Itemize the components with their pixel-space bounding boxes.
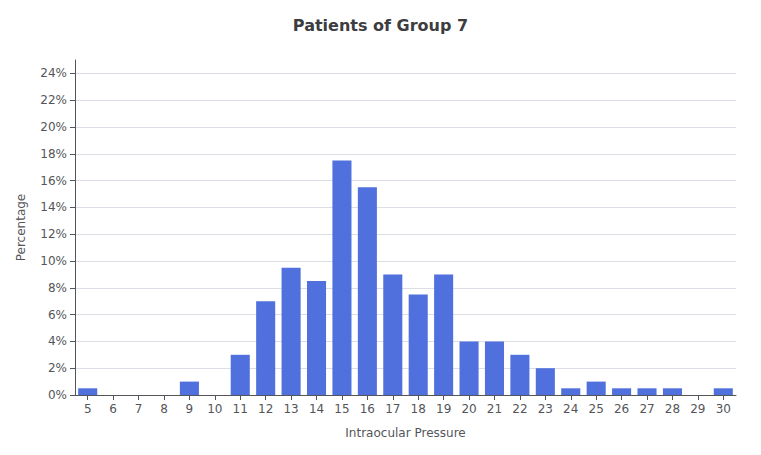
svg-text:13: 13 <box>283 402 298 416</box>
svg-text:22%: 22% <box>40 93 67 107</box>
svg-text:6%: 6% <box>48 308 67 322</box>
svg-text:19: 19 <box>436 402 451 416</box>
svg-text:22: 22 <box>512 402 527 416</box>
svg-text:27: 27 <box>639 402 654 416</box>
svg-text:Patients of Group 7: Patients of Group 7 <box>293 16 468 35</box>
svg-text:Percentage: Percentage <box>14 194 28 262</box>
svg-text:30: 30 <box>716 402 731 416</box>
svg-text:11: 11 <box>233 402 248 416</box>
svg-text:15: 15 <box>334 402 349 416</box>
svg-text:12: 12 <box>258 402 273 416</box>
svg-text:5: 5 <box>84 402 92 416</box>
svg-text:26: 26 <box>614 402 629 416</box>
svg-text:7: 7 <box>135 402 143 416</box>
svg-text:14: 14 <box>309 402 324 416</box>
svg-text:0%: 0% <box>48 388 67 402</box>
svg-text:2%: 2% <box>48 361 67 375</box>
svg-text:20%: 20% <box>40 120 67 134</box>
svg-text:16: 16 <box>360 402 375 416</box>
svg-text:4%: 4% <box>48 334 67 348</box>
svg-text:29: 29 <box>690 402 705 416</box>
svg-text:10: 10 <box>207 402 222 416</box>
svg-text:18%: 18% <box>40 147 67 161</box>
svg-text:18: 18 <box>411 402 426 416</box>
svg-text:12%: 12% <box>40 227 67 241</box>
svg-text:8%: 8% <box>48 281 67 295</box>
svg-text:25: 25 <box>589 402 604 416</box>
svg-text:17: 17 <box>385 402 400 416</box>
svg-text:16%: 16% <box>40 174 67 188</box>
svg-text:24%: 24% <box>40 66 67 80</box>
svg-text:6: 6 <box>109 402 117 416</box>
svg-text:20: 20 <box>461 402 476 416</box>
svg-text:24: 24 <box>563 402 578 416</box>
svg-text:14%: 14% <box>40 200 67 214</box>
svg-text:21: 21 <box>487 402 502 416</box>
svg-text:8: 8 <box>160 402 168 416</box>
svg-text:9: 9 <box>186 402 194 416</box>
svg-text:28: 28 <box>665 402 680 416</box>
svg-text:23: 23 <box>538 402 553 416</box>
svg-text:Intraocular Pressure: Intraocular Pressure <box>345 426 465 440</box>
svg-text:10%: 10% <box>40 254 67 268</box>
